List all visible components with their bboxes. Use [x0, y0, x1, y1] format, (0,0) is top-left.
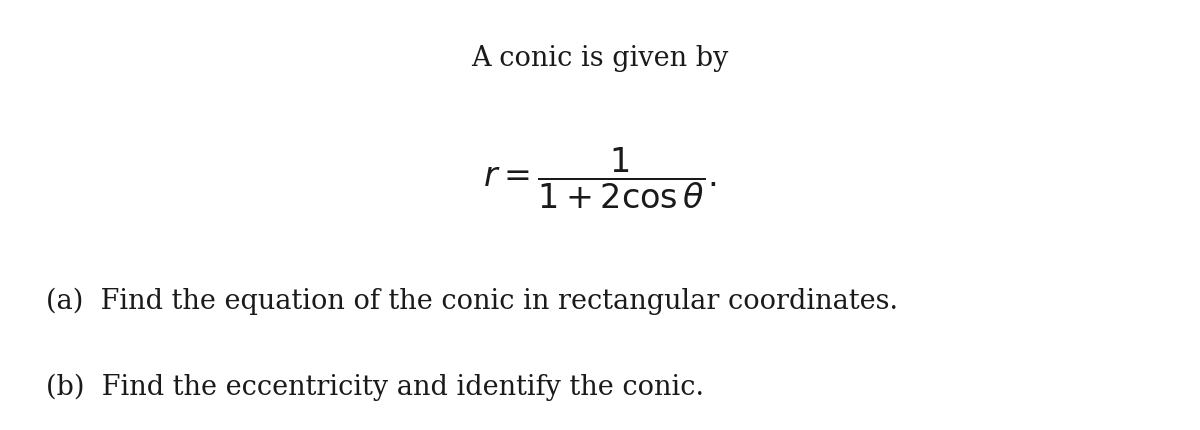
Text: (a)  Find the equation of the conic in rectangular coordinates.: (a) Find the equation of the conic in re…	[46, 287, 898, 315]
Text: $r = \dfrac{1}{1+2\cos\theta}.$: $r = \dfrac{1}{1+2\cos\theta}.$	[484, 146, 716, 211]
Text: (b)  Find the eccentricity and identify the conic.: (b) Find the eccentricity and identify t…	[46, 373, 703, 401]
Text: A conic is given by: A conic is given by	[472, 45, 728, 72]
